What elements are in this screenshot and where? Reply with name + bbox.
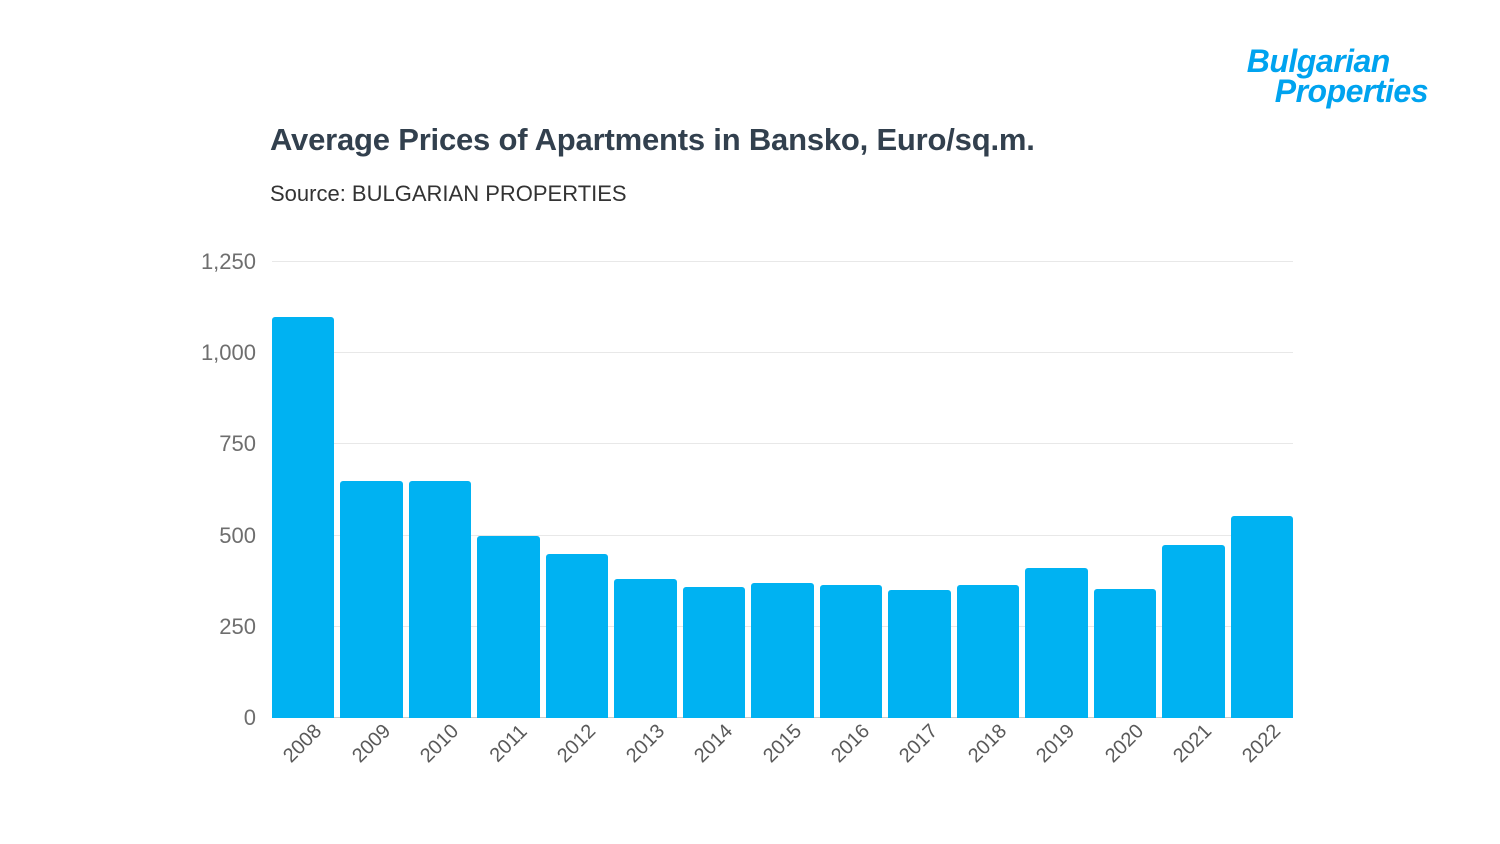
y-tick-label: 250 [219,613,256,639]
bar-slot-2018: 2018 [956,262,1020,767]
logo-line1: Bulgarian [1246,43,1391,79]
gridline [272,534,1293,536]
bar-2020 [1093,588,1157,718]
bar-2022 [1230,515,1294,718]
x-tick-label: 2022 [1237,720,1285,768]
x-tick-label: 2015 [758,720,806,768]
bar-2014 [682,586,746,718]
bar-slot-2009: 2009 [340,262,403,767]
bar-2017 [888,590,951,718]
x-tick-label: 2014 [690,720,738,768]
plot-area: 2008 2009 2010 2011 2012 2013 2014 2015 2016 2017… [201,249,1294,767]
chart-source: Source: BULGARIAN PROPERTIES [270,181,627,206]
logo-line2: Properties [1274,73,1429,110]
bar-slot-2016: 2016 [819,262,883,767]
bar-2010 [408,480,472,718]
bar-slot-2021: 2021 [1162,262,1225,767]
bar-slot-2011: 2011 [477,262,540,767]
y-tick-label: 1,250 [200,249,256,274]
bar-slot-2014: 2014 [682,262,746,767]
x-tick-label: 2009 [347,720,395,768]
bar-2012 [545,553,609,718]
x-tick-label: 2019 [1032,720,1080,768]
y-tick-label: 1,000 [200,340,256,366]
bar-slot-2019: 2019 [1025,262,1088,767]
x-tick-label: 2012 [553,720,601,768]
bar-2018 [956,584,1020,718]
bar-2015 [751,583,814,718]
gridline [272,443,1293,445]
x-tick-label: 2016 [827,720,875,768]
x-tick-label: 2011 [485,720,532,767]
y-tick-label: 750 [219,431,256,457]
gridline [272,352,1293,354]
x-tick-label: 2020 [1100,720,1149,768]
gridline [272,261,1293,262]
x-tick-label: 2008 [279,720,327,768]
bar-slot-2020: 2020 [1093,262,1157,767]
bar-2008 [272,316,335,718]
chart-title: Average Prices of Apartments in Bansko, … [270,122,1035,157]
bars-row: 2008 2009 2010 2011 2012 2013 2014 2015 2016 2017… [272,262,1294,767]
bar-slot-2017: 2017 [888,262,951,767]
x-tick-label: 2017 [895,720,943,768]
bar-2021 [1162,544,1225,718]
y-tick-label: 0 [243,705,256,730]
bar-slot-2022: 2022 [1230,262,1294,767]
bar-2009 [340,480,403,718]
bar-slot-2008: 2008 [272,262,335,767]
x-tick-label: 2013 [621,720,669,768]
bar-2019 [1025,568,1088,718]
x-tick-label: 2010 [416,720,464,768]
bar-2016 [819,584,883,718]
bar-2013 [614,579,677,718]
bar-slot-2015: 2015 [751,262,814,767]
bar-slot-2013: 2013 [614,262,677,767]
y-tick-label: 500 [219,522,256,548]
bar-slot-2010: 2010 [408,262,472,767]
bulgarian-properties-logo: Bulgarian Properties [1246,43,1429,110]
bar-2011 [477,535,540,718]
bar-slot-2012: 2012 [545,262,609,767]
x-tick-label: 2018 [964,720,1012,768]
x-tick-label: 2021 [1169,720,1217,768]
